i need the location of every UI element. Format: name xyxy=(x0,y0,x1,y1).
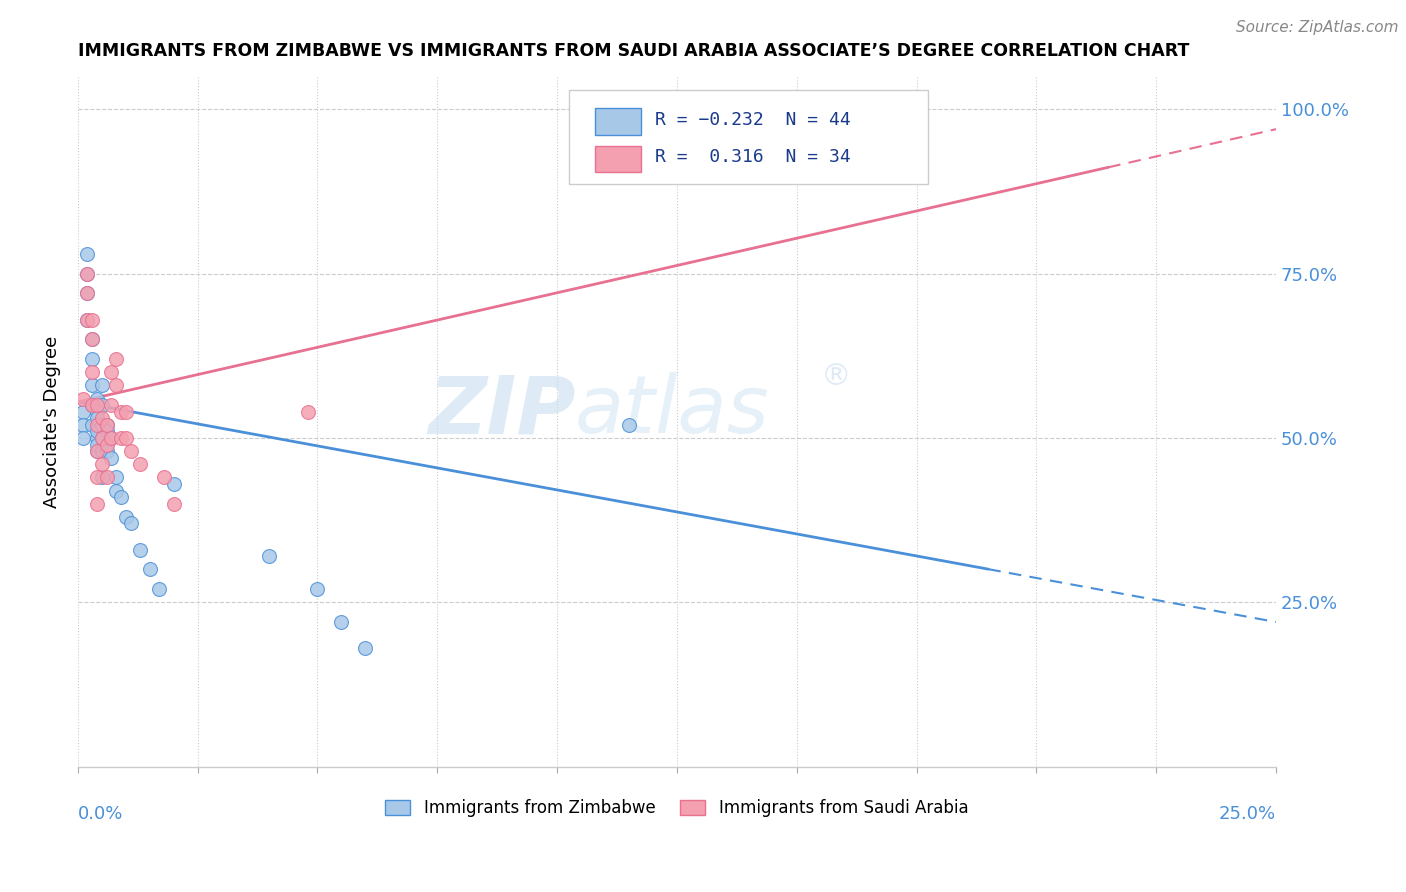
Point xyxy=(162,497,184,511)
Point xyxy=(82,378,104,392)
Point xyxy=(76,286,98,301)
Point xyxy=(100,398,122,412)
Point xyxy=(110,490,132,504)
Point xyxy=(72,417,94,432)
Point xyxy=(76,247,98,261)
Point xyxy=(114,431,136,445)
Point xyxy=(86,425,108,439)
Text: R =  0.316  N = 34: R = 0.316 N = 34 xyxy=(655,148,851,166)
Point xyxy=(82,352,104,367)
Point xyxy=(105,470,128,484)
Point xyxy=(86,497,108,511)
Point xyxy=(90,417,112,432)
Point xyxy=(90,378,112,392)
Point xyxy=(153,470,176,484)
Point xyxy=(138,562,160,576)
Point xyxy=(86,392,108,406)
Point xyxy=(86,398,108,412)
Point xyxy=(90,444,112,458)
Point xyxy=(86,411,108,425)
Point xyxy=(330,615,353,629)
Point xyxy=(86,431,108,445)
Point xyxy=(114,405,136,419)
Point xyxy=(297,405,319,419)
Text: IMMIGRANTS FROM ZIMBABWE VS IMMIGRANTS FROM SAUDI ARABIA ASSOCIATE’S DEGREE CORR: IMMIGRANTS FROM ZIMBABWE VS IMMIGRANTS F… xyxy=(77,42,1189,60)
Point xyxy=(82,365,104,379)
Point xyxy=(86,437,108,451)
Text: 25.0%: 25.0% xyxy=(1219,805,1277,822)
Point xyxy=(86,470,108,484)
Point xyxy=(100,431,122,445)
Point xyxy=(120,444,142,458)
FancyBboxPatch shape xyxy=(595,109,641,135)
Point xyxy=(90,431,112,445)
Point xyxy=(354,641,377,656)
Text: atlas: atlas xyxy=(575,372,769,450)
Point xyxy=(90,458,112,472)
Point xyxy=(100,431,122,445)
Point xyxy=(96,417,118,432)
Point xyxy=(307,582,329,596)
Point xyxy=(82,333,104,347)
Point xyxy=(100,450,122,465)
Legend: Immigrants from Zimbabwe, Immigrants from Saudi Arabia: Immigrants from Zimbabwe, Immigrants fro… xyxy=(378,792,974,824)
Point xyxy=(90,470,112,484)
Point xyxy=(76,312,98,326)
Text: 0.0%: 0.0% xyxy=(77,805,124,822)
Point xyxy=(90,411,112,425)
FancyBboxPatch shape xyxy=(595,145,641,172)
Text: Source: ZipAtlas.com: Source: ZipAtlas.com xyxy=(1236,20,1399,35)
Point xyxy=(96,470,118,484)
Point xyxy=(82,398,104,412)
Point xyxy=(110,431,132,445)
Point xyxy=(100,365,122,379)
Point xyxy=(105,378,128,392)
Point xyxy=(110,405,132,419)
Point xyxy=(86,444,108,458)
Point xyxy=(129,542,152,557)
Point xyxy=(259,549,281,564)
FancyBboxPatch shape xyxy=(569,90,928,184)
Point xyxy=(86,405,108,419)
Point xyxy=(162,477,184,491)
Point xyxy=(76,267,98,281)
Point xyxy=(72,392,94,406)
Point xyxy=(90,398,112,412)
Point xyxy=(617,417,640,432)
Point xyxy=(76,286,98,301)
Point xyxy=(105,352,128,367)
Point xyxy=(105,483,128,498)
Y-axis label: Associate's Degree: Associate's Degree xyxy=(44,335,60,508)
Point xyxy=(96,437,118,451)
Point xyxy=(82,398,104,412)
Point xyxy=(120,516,142,531)
Point xyxy=(90,431,112,445)
Text: ®: ® xyxy=(821,362,851,392)
Point xyxy=(148,582,170,596)
Point xyxy=(76,312,98,326)
Text: ZIP: ZIP xyxy=(427,372,575,450)
Point xyxy=(96,444,118,458)
Point xyxy=(96,425,118,439)
Point xyxy=(72,405,94,419)
Point xyxy=(82,417,104,432)
Point xyxy=(96,417,118,432)
Text: R = −0.232  N = 44: R = −0.232 N = 44 xyxy=(655,111,851,128)
Point xyxy=(82,312,104,326)
Point xyxy=(905,103,928,117)
Point xyxy=(72,431,94,445)
Point xyxy=(86,444,108,458)
Point xyxy=(114,509,136,524)
Point xyxy=(129,458,152,472)
Point xyxy=(86,417,108,432)
Point xyxy=(76,267,98,281)
Point xyxy=(82,333,104,347)
